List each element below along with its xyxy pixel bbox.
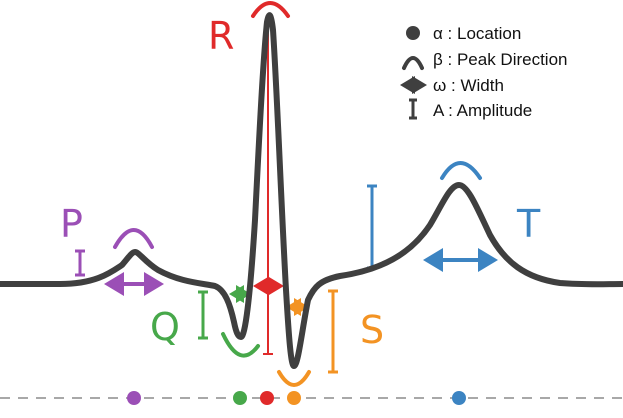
p-label: P xyxy=(60,202,83,246)
r-peak-direction-arc xyxy=(251,1,290,18)
legend-amplitude-label: A : Amplitude xyxy=(433,101,532,120)
ecg-waveform xyxy=(0,12,623,369)
t-label: T xyxy=(516,202,541,246)
arc-icon xyxy=(402,56,424,70)
r-label: R xyxy=(208,14,234,58)
p-wave-annotations: P xyxy=(60,202,164,405)
s-location-dot xyxy=(287,391,301,405)
t-peak-direction-arc xyxy=(440,161,482,180)
filled-circle-icon xyxy=(406,26,420,40)
legend-width-label: ω : Width xyxy=(433,76,504,95)
t-wave-annotations: T xyxy=(367,161,541,405)
q-location-dot xyxy=(233,391,247,405)
p-peak-direction-arc xyxy=(113,228,154,249)
r-location-dot xyxy=(260,391,274,405)
t-location-dot xyxy=(452,391,466,405)
p-location-dot xyxy=(127,391,141,405)
q-wave-annotations: Q xyxy=(150,285,260,405)
s-peak-direction-arc xyxy=(277,370,311,387)
i-beam-icon xyxy=(409,98,417,120)
q-label: Q xyxy=(150,305,180,349)
q-peak-direction-arc xyxy=(221,332,260,358)
legend-location-label: α : Location xyxy=(433,24,521,43)
s-label: S xyxy=(360,308,384,352)
legend-peak-direction-label: β : Peak Direction xyxy=(433,50,568,69)
s-wave-annotations: S xyxy=(277,289,384,405)
r-wave-annotations: R xyxy=(208,1,290,405)
legend: α : Location β : Peak Direction ω : Widt… xyxy=(400,24,568,120)
